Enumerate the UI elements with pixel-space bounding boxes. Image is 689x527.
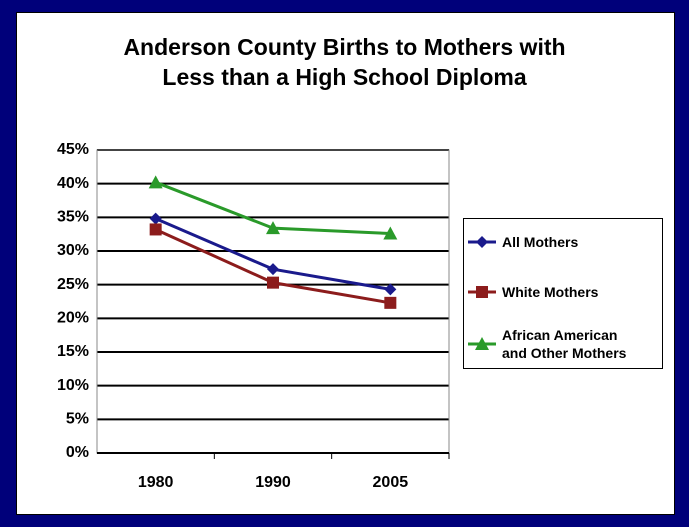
x-tick-label: 1990 xyxy=(255,474,291,491)
legend-label: White Mothers xyxy=(502,284,599,300)
chart-title: Anderson County Births to Mothers with L… xyxy=(123,34,566,90)
x-tick-label: 2005 xyxy=(373,474,409,491)
y-tick-label: 20% xyxy=(57,310,89,327)
legend-swatch xyxy=(468,337,496,350)
data-point xyxy=(384,296,397,309)
y-tick-label: 5% xyxy=(66,411,89,428)
y-tick-label: 40% xyxy=(57,175,89,192)
legend-swatch xyxy=(468,286,496,298)
y-tick-label: 25% xyxy=(57,276,89,293)
x-tick-label: 1980 xyxy=(138,474,174,491)
data-point xyxy=(148,175,163,189)
y-tick-label: 0% xyxy=(66,444,89,461)
legend-swatch xyxy=(468,236,496,248)
legend: All Mothers White Mothers African American… xyxy=(463,218,663,369)
data-point xyxy=(384,283,397,296)
data-point xyxy=(267,276,279,289)
data-point xyxy=(149,223,162,236)
y-tick-label: 10% xyxy=(57,377,89,394)
legend-item: White Mothers xyxy=(464,280,598,304)
legend-marker xyxy=(475,337,489,350)
legend-item: African American and Other Mothers xyxy=(464,327,626,361)
legend-label: African American and Other Mothers xyxy=(502,327,627,361)
y-tick-label: 30% xyxy=(57,242,89,259)
data-point xyxy=(383,226,398,240)
data-point xyxy=(267,263,279,276)
y-tick-label: 35% xyxy=(57,209,89,226)
y-tick-label: 45% xyxy=(57,141,89,158)
legend-marker xyxy=(476,286,488,298)
data-point xyxy=(266,221,280,235)
data-point xyxy=(149,212,162,225)
legend-marker xyxy=(476,236,488,248)
y-tick-label: 15% xyxy=(57,343,89,360)
legend-label: All Mothers xyxy=(502,234,579,250)
legend-item: All Mothers xyxy=(464,230,578,254)
